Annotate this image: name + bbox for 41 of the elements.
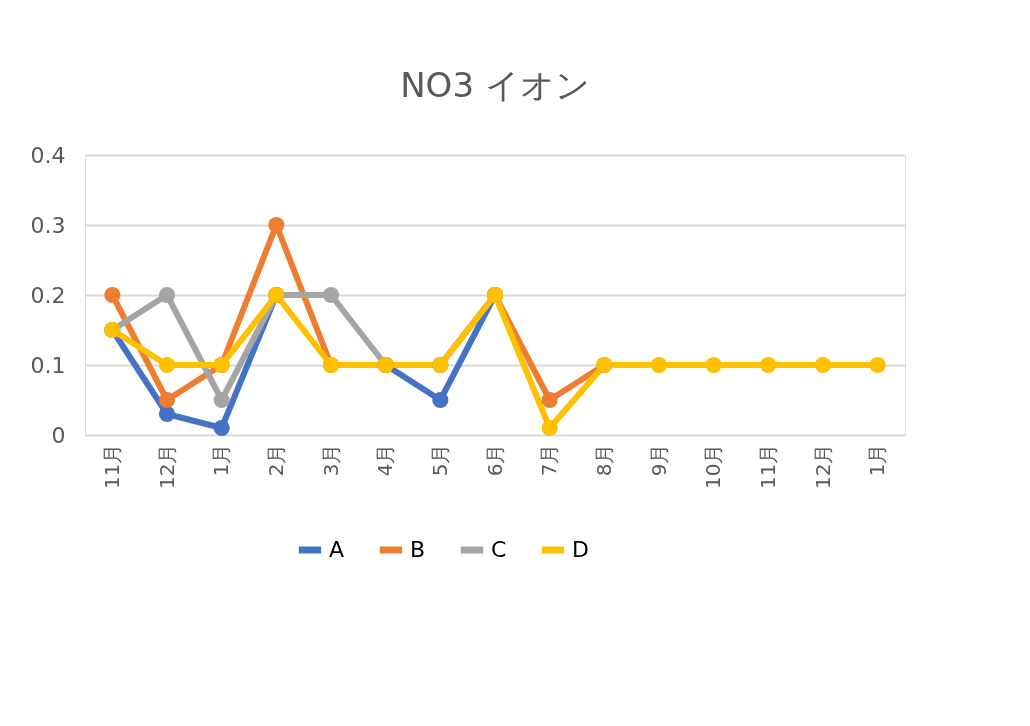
point [541, 419, 558, 437]
point [158, 356, 176, 374]
x-tick-label: 11月 [99, 443, 124, 489]
chart-title: NO3 イオン [400, 65, 590, 105]
y-tick-label: 0.4 [30, 142, 66, 168]
point [158, 405, 176, 423]
y-tick-label: 0.3 [30, 212, 66, 238]
x-tick-label: 5月 [427, 443, 452, 477]
point [541, 391, 558, 409]
point [432, 391, 449, 409]
x-tick-label: 2月 [263, 443, 288, 477]
point [158, 286, 176, 304]
x-tick-label: 10月 [701, 443, 726, 489]
legend-label: D [572, 537, 589, 562]
legend-label: C [491, 537, 507, 562]
point [322, 286, 340, 304]
x-tick-label: 1月 [865, 443, 890, 477]
legend-label: B [410, 537, 426, 562]
x-tick-label: 9月 [646, 443, 671, 477]
point [650, 356, 668, 374]
y-tick-label: 0.1 [30, 352, 66, 378]
x-tick-label: 4月 [373, 443, 398, 477]
x-tick-label: 7月 [537, 443, 562, 477]
y-tick-label: 0 [51, 422, 66, 448]
x-tick-label: 6月 [482, 443, 507, 477]
point [814, 356, 832, 374]
point [158, 391, 176, 409]
point [213, 391, 230, 409]
x-tick-label: 12月 [154, 443, 179, 489]
legend-label: A [329, 537, 345, 562]
x-tick-label: 1月 [209, 443, 234, 477]
x-tick-label: 12月 [810, 443, 835, 489]
point [869, 356, 886, 374]
point [760, 356, 777, 374]
point [213, 419, 230, 437]
point [705, 356, 722, 374]
x-tick-label: 11月 [755, 443, 780, 489]
y-tick-label: 0.2 [30, 282, 66, 308]
x-tick-label: 8月 [591, 443, 616, 477]
x-tick-label: 3月 [318, 443, 343, 477]
point [104, 286, 121, 304]
